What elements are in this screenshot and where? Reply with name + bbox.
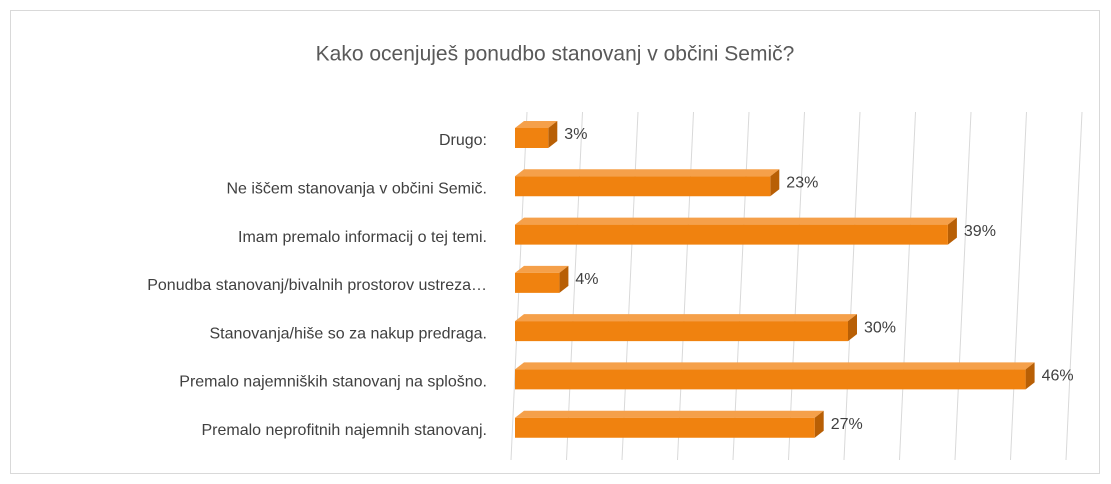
category-label: Stanovanja/hiše so za nakup predraga. [209,325,487,342]
bar-face [770,169,780,197]
bar-face [515,369,1026,390]
bar [515,121,558,148]
bar-face [814,410,824,438]
bar-face [548,121,558,148]
value-label: 23% [786,175,818,192]
bar-face [515,176,771,197]
bar-face [515,410,824,418]
bar-face [947,217,957,245]
grid-line [899,111,916,461]
category-label: Ne iščem stanovanja v občini Semič. [226,181,487,198]
category-label: Drugo: [439,132,487,149]
bar-face [559,265,569,293]
bar [515,217,957,245]
grid-line [1010,111,1027,461]
category-label: Premalo najemniških stanovanj na splošno… [179,374,487,391]
bar-face [515,321,848,342]
bar-face [515,169,780,177]
chart-title: Kako ocenjuješ ponudbo stanovanj v občin… [316,43,795,66]
value-label: 27% [831,416,863,433]
value-label: 30% [864,319,896,336]
bar-face [515,314,857,322]
grid-line [788,111,805,461]
bar-face [1025,362,1035,390]
bar-face [515,224,948,245]
value-label: 3% [564,126,587,143]
bar [515,169,780,197]
bar [515,265,569,293]
bar-face [515,417,815,438]
grid-line [843,111,861,461]
category-label: Premalo neprofitnih najemnih stanovanj. [202,422,488,439]
grid-line [954,111,972,461]
value-label: 46% [1042,368,1074,385]
bar [515,314,857,342]
bar-face [515,128,549,148]
bar-face [515,121,558,128]
bar-face [515,265,569,273]
bar-face [515,362,1035,370]
grid-line [1065,111,1083,461]
bar [515,410,824,438]
bar [515,362,1035,390]
value-label: 39% [964,223,996,240]
category-label: Imam premalo informacij o tej temi. [238,229,487,246]
value-label: 4% [575,271,598,288]
bar-face [848,314,857,342]
category-label: Ponudba stanovanj/bivalnih prostorov ust… [147,277,487,294]
bar-face [515,217,957,225]
bar-face [515,272,560,293]
